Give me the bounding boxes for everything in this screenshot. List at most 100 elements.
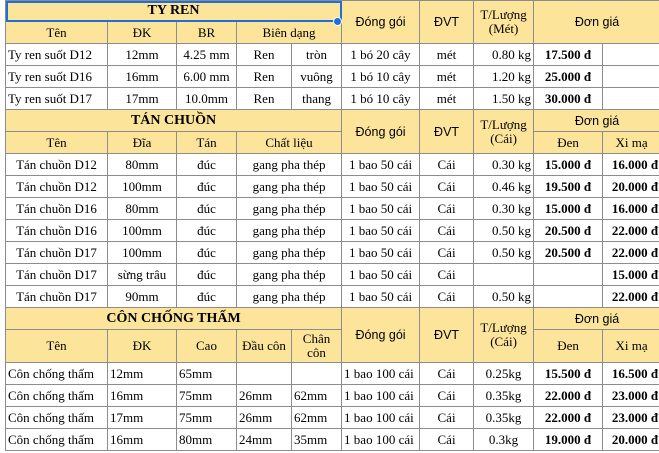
cell-plated[interactable]: 16.000 đ — [602, 153, 659, 176]
cell-pack[interactable]: 1 bó 10 cây — [341, 87, 421, 110]
cell-height[interactable]: 75mm — [176, 406, 237, 429]
cell-br[interactable]: 4.25 mm — [176, 43, 237, 66]
cell-plated[interactable]: 22.000 đ — [602, 241, 659, 264]
cell-plated[interactable]: 20.000 đ — [602, 175, 659, 198]
cell-name[interactable]: Tán chuồn D16 — [5, 219, 108, 242]
cell-pack[interactable]: 1 bao 100 cái — [341, 406, 421, 429]
cell-price[interactable]: 25.000 đ — [533, 65, 604, 88]
cell-material[interactable]: gang pha thép — [235, 197, 343, 220]
header-dk[interactable]: ĐK — [107, 21, 177, 44]
cell-weight[interactable]: 1.20 kg — [473, 65, 535, 88]
cell-black[interactable]: 19.500 đ — [533, 175, 604, 198]
cell-black[interactable]: 20.500 đ — [533, 219, 604, 242]
cell-plated[interactable]: 20.000 đ — [602, 428, 659, 451]
cell-unit[interactable]: Cái — [419, 219, 475, 242]
cell-black[interactable]: 22.000 đ — [533, 384, 604, 407]
cell-plated[interactable]: 22.000 đ — [602, 219, 659, 242]
cell-material[interactable]: gang pha thép — [235, 263, 343, 286]
cell-weight[interactable]: 0.50 kg — [473, 241, 535, 264]
cell-black[interactable]: 22.000 đ — [533, 406, 604, 429]
cell-head[interactable]: 26mm — [236, 406, 292, 429]
cell-disc[interactable]: 100mm — [107, 175, 177, 198]
header-pack[interactable]: Đóng gói — [341, 109, 421, 154]
cell-tan[interactable]: đúc — [176, 219, 237, 242]
cell-material[interactable]: gang pha thép — [235, 241, 343, 264]
cell-material[interactable]: gang pha thép — [235, 219, 343, 242]
cell-pack[interactable]: 1 bao 50 cái — [341, 175, 421, 198]
cell-weight[interactable]: 0.80 kg — [473, 43, 535, 66]
header-name[interactable]: Tên — [5, 131, 108, 154]
header-pack[interactable]: Đóng gói — [341, 0, 421, 44]
cell-weight[interactable] — [473, 263, 535, 286]
cell-name[interactable]: Ty ren suốt D16 — [5, 65, 108, 88]
cell-head[interactable] — [236, 362, 292, 385]
cell-weight[interactable]: 0.35kg — [473, 384, 535, 407]
cell-foot[interactable]: 62mm — [290, 384, 343, 407]
header-disc[interactable]: Đĩa — [107, 131, 177, 154]
cell-weight[interactable]: 1.50 kg — [473, 87, 535, 110]
cell-name[interactable]: Tán chuồn D17 — [5, 263, 108, 286]
header-name[interactable]: Tên — [5, 329, 108, 363]
cell-black[interactable]: 15.000 đ — [533, 153, 604, 176]
cell-dk[interactable]: 16mm — [107, 428, 177, 451]
cell-dk[interactable]: 17mm — [107, 87, 177, 110]
header-material[interactable]: Chất liệu — [235, 131, 343, 154]
cell-black[interactable]: 19.000 đ — [533, 428, 604, 451]
cell-pack[interactable]: 1 bó 10 cây — [341, 65, 421, 88]
cell-weight[interactable]: 0.50 kg — [473, 219, 535, 242]
cell-name[interactable]: Ty ren suốt D12 — [5, 43, 108, 66]
header-pack[interactable]: Đóng gói — [341, 307, 421, 363]
header-black[interactable]: Đen — [533, 329, 604, 363]
header-tan[interactable]: Tán — [176, 131, 237, 154]
cell-pack[interactable]: 1 bao 50 cái — [341, 197, 421, 220]
cell-name[interactable]: Tán chuồn D16 — [5, 197, 108, 220]
section-title-con-chong-tham[interactable]: CÔN CHỐNG THẤM — [4, 307, 343, 330]
cell-unit[interactable]: Cái — [419, 428, 475, 451]
cell-pack[interactable]: 1 bao 100 cái — [341, 362, 421, 385]
header-weight[interactable]: T/Lượng (Cái) — [473, 307, 535, 363]
section-title-tan-chuon[interactable]: TÁN CHUỒN — [4, 109, 343, 132]
cell-black[interactable] — [533, 263, 604, 286]
cell-tan[interactable]: đúc — [176, 263, 237, 286]
cell-dk[interactable]: 16mm — [107, 65, 177, 88]
header-price[interactable]: Đơn giá — [533, 0, 659, 44]
cell-pack[interactable]: 1 bao 50 cái — [341, 153, 421, 176]
cell-unit[interactable]: Cái — [419, 285, 475, 308]
header-plated[interactable]: Xi mạ — [602, 329, 659, 363]
cell-weight[interactable]: 0.30 kg — [473, 197, 535, 220]
cell-pack[interactable]: 1 bao 50 cái — [341, 263, 421, 286]
cell-tan[interactable]: đúc — [176, 153, 237, 176]
cell-unit[interactable]: Cái — [419, 153, 475, 176]
header-price[interactable]: Đơn giá — [533, 109, 659, 132]
cell-pack[interactable]: 1 bao 50 cái — [341, 241, 421, 264]
cell-price[interactable]: 17.500 đ — [533, 43, 604, 66]
cell-name[interactable]: Côn chống thấm — [5, 362, 108, 385]
cell-profile-1[interactable]: Ren — [236, 87, 292, 110]
header-height[interactable]: Cao — [176, 329, 237, 363]
cell-height[interactable]: 75mm — [176, 384, 237, 407]
section-title-ty-ren[interactable]: TY REN — [4, 0, 343, 22]
cell-name[interactable]: Tán chuồn D12 — [5, 153, 108, 176]
cell-unit[interactable]: Cái — [419, 175, 475, 198]
header-weight[interactable]: T/Lượng (Cái) — [473, 109, 535, 154]
cell-pack[interactable]: 1 bó 20 cây — [341, 43, 421, 66]
cell-name[interactable]: Ty ren suốt D17 — [5, 87, 108, 110]
cell-empty[interactable] — [602, 43, 659, 66]
header-black[interactable]: Đen — [533, 131, 604, 154]
cell-weight[interactable]: 0.3kg — [473, 428, 535, 451]
header-price[interactable]: Đơn giá — [533, 307, 659, 330]
cell-unit[interactable]: Cái — [419, 362, 475, 385]
cell-unit[interactable]: mét — [419, 43, 475, 66]
cell-pack[interactable]: 1 bao 100 cái — [341, 384, 421, 407]
header-foot[interactable]: Chân côn — [290, 329, 343, 363]
cell-disc[interactable]: 100mm — [107, 241, 177, 264]
cell-unit[interactable]: Cái — [419, 241, 475, 264]
cell-head[interactable]: 26mm — [236, 384, 292, 407]
cell-dk[interactable]: 12mm — [107, 362, 177, 385]
cell-plated[interactable]: 16.500 đ — [602, 362, 659, 385]
header-unit[interactable]: ĐVT — [419, 109, 475, 154]
cell-foot[interactable]: 62mm — [290, 406, 343, 429]
cell-name[interactable]: Tán chuồn D17 — [5, 285, 108, 308]
cell-tan[interactable]: đúc — [176, 197, 237, 220]
cell-disc[interactable]: 80mm — [107, 153, 177, 176]
